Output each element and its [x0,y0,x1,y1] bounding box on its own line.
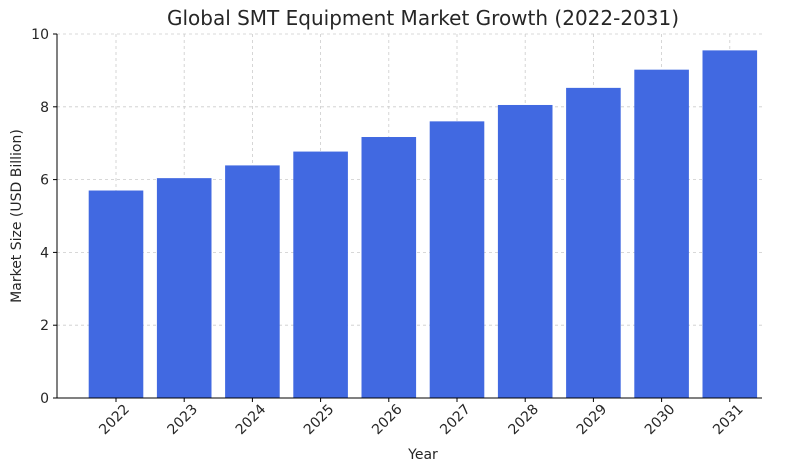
bar-2027 [429,121,485,399]
bars [88,50,758,399]
x-tick-label: 2022 [96,402,133,439]
y-tick-label: 8 [40,100,49,116]
y-axis-label: Market Size (USD Billion) [9,129,25,303]
chart-title: Global SMT Equipment Market Growth (2022… [167,6,679,30]
bar-2025 [293,151,348,398]
x-tick-label: 2030 [642,402,679,439]
bar-2030 [634,69,689,398]
bar-2024 [225,165,280,398]
y-tick-label: 2 [40,318,49,334]
bar-2031 [702,50,758,398]
y-ticks: 0 2 4 6 8 10 [31,27,57,407]
x-tick-label: 2025 [301,402,338,439]
x-ticks: 2022 2023 2024 2025 2026 2027 2028 2029 2030 2031 [96,398,747,439]
x-tick-label: 2029 [574,402,611,439]
y-tick-label: 4 [40,245,49,261]
x-axis-label: Year [407,447,438,463]
bar-2029 [566,87,621,398]
x-tick-label: 2031 [710,402,747,439]
y-tick-label: 6 [40,173,49,189]
x-tick-label: 2023 [165,402,202,439]
bar-2028 [497,104,553,398]
x-tick-label: 2028 [506,402,543,439]
axes [56,34,762,399]
y-tick-label: 10 [31,27,49,43]
x-tick-label: 2027 [437,402,474,439]
x-tick-label: 2024 [233,401,270,438]
x-tick-label: 2026 [369,401,406,438]
bar-2023 [156,178,212,398]
y-tick-label: 0 [40,391,49,407]
bar-2022 [88,190,144,398]
bar-2026 [361,137,417,398]
